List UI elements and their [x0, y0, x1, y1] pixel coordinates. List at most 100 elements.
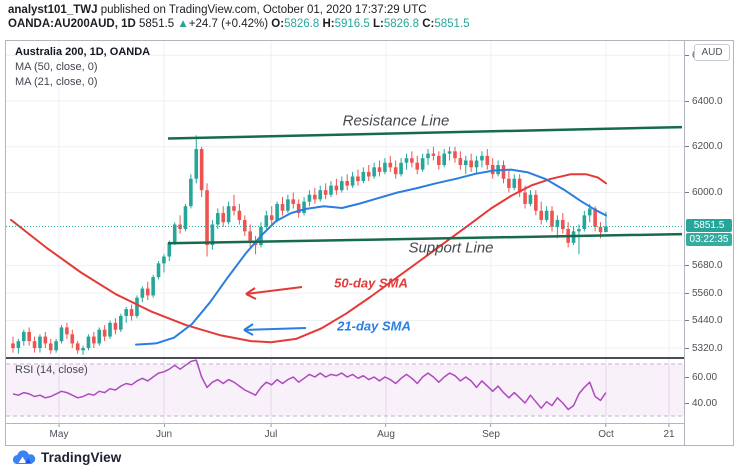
candle-body [92, 336, 96, 344]
support-line-label[interactable]: Support Line [408, 239, 494, 257]
candle-body [140, 288, 145, 298]
candle-body [43, 336, 48, 344]
ma50-line [10, 173, 607, 344]
candle-body [426, 153, 430, 159]
time-tick-label: Jun [156, 424, 172, 440]
candle-body [318, 190, 323, 200]
candle-body [16, 341, 21, 349]
candle-body [221, 213, 226, 223]
candle-body [480, 155, 484, 161]
candle-body [226, 206, 231, 223]
candle-body [264, 215, 269, 227]
candle-body [410, 158, 414, 163]
publish-info: analyst101_TWJ published on TradingView.… [8, 4, 427, 17]
candle-body [183, 206, 188, 230]
author-name: analyst101_TWJ [8, 4, 98, 16]
time-tick-label: May [50, 424, 68, 440]
candle-body [86, 336, 91, 349]
candle-body [291, 199, 296, 204]
tick-mark [605, 424, 607, 427]
candle-body [145, 288, 150, 296]
candle-body [75, 343, 80, 351]
support-trendline [167, 232, 683, 245]
candle-body [269, 215, 274, 220]
candle-body [307, 194, 312, 202]
candle-body [539, 210, 544, 220]
ma50-arrowhead [245, 287, 256, 295]
candle-body [232, 206, 236, 211]
candle-body [420, 158, 425, 170]
rsi-chart-svg[interactable] [6, 359, 684, 423]
candle-body [135, 297, 139, 316]
candle-body [490, 165, 495, 175]
candle-body [313, 194, 317, 200]
candle-body [113, 322, 118, 330]
rsi-tick-label: 60.00 [685, 371, 717, 383]
low-value: 5826.8 [383, 18, 420, 30]
candle-body [447, 151, 452, 154]
footer-brand: TradingView [13, 450, 121, 465]
candle-body [361, 171, 366, 182]
sma50-label[interactable]: 50-day SMA [334, 275, 408, 291]
candle-body [388, 162, 393, 168]
candle-body [199, 149, 204, 191]
legend-ma50[interactable]: MA (50, close, 0) [15, 61, 98, 73]
currency-toggle-button[interactable]: AUD [694, 44, 730, 61]
price-pane[interactable]: Australia 200, 1D, OANDA MA (50, close, … [6, 41, 684, 357]
rsi-pane[interactable]: RSI (14, close) [6, 357, 684, 423]
time-tick-label: Jul [265, 424, 277, 440]
candle-body [156, 263, 161, 278]
candle-body [97, 329, 102, 344]
price-tick-label: 5680.0 [685, 260, 723, 272]
candle-body [210, 224, 215, 246]
tick-mark [685, 265, 689, 267]
price-axis[interactable]: 6600.06400.06200.06000.05680.05560.05440… [684, 41, 735, 445]
candle-body [404, 158, 409, 163]
price-tick-label: 6000.0 [685, 186, 723, 198]
candle-body [458, 158, 463, 166]
candle-body [372, 167, 376, 177]
rsi-line [12, 359, 607, 411]
candle-body [248, 231, 252, 241]
candle-body [205, 190, 209, 246]
candle-body [399, 162, 403, 175]
ma21-line [135, 168, 607, 346]
price-tick-label: 5440.0 [685, 315, 723, 327]
candle-body [593, 208, 597, 227]
legend-ma21[interactable]: MA (21, close, 0) [15, 76, 98, 88]
legend-symbol[interactable]: Australia 200, 1D, OANDA [15, 46, 151, 58]
candle-body [431, 153, 436, 156]
candle-body [523, 192, 527, 204]
candle-body [577, 229, 581, 232]
bar-countdown-tag: 03:22:35 [686, 233, 732, 247]
sma21-label[interactable]: 21-day SMA [337, 318, 411, 334]
candle-body [469, 160, 473, 168]
tick-mark [270, 424, 272, 427]
close-label: C: [422, 18, 435, 30]
price-tick-label: 5320.0 [685, 342, 723, 354]
tick-mark [668, 424, 670, 427]
price-chart-svg[interactable] [6, 41, 684, 357]
candle-body [59, 327, 64, 342]
candle-body [442, 153, 446, 166]
candle-body [194, 149, 199, 179]
price-tick-label: 6200.0 [685, 141, 723, 153]
candle-body [38, 336, 42, 349]
rsi-indicator-label[interactable]: RSI (14, close) [15, 364, 88, 376]
resistance-line-label[interactable]: Resistance Line [342, 112, 450, 130]
tick-mark [685, 100, 689, 102]
open-value: 5826.8 [284, 18, 320, 30]
symbol-info-bar: OANDA:AU200AUD, 1D 5851.5 ▲+24.7 (+0.42%… [8, 18, 470, 31]
candle-body [32, 341, 37, 349]
tick-mark [685, 347, 689, 349]
candle-body [528, 194, 533, 204]
candle-body [280, 203, 285, 211]
candle-body [604, 226, 608, 233]
last-price-tag: 5851.5 [686, 219, 732, 233]
candle-body [366, 171, 371, 177]
candle-body [167, 242, 172, 257]
time-axis[interactable]: May Jun Jul Aug Sep Oct 21 [6, 423, 684, 446]
candle-body [119, 315, 123, 330]
candle-body [512, 178, 517, 188]
